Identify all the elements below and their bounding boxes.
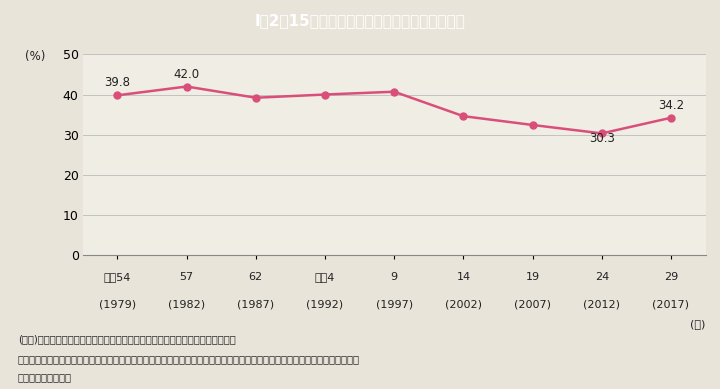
Text: (1992): (1992) — [307, 300, 343, 310]
Text: ている者。: ている者。 — [18, 372, 72, 382]
Text: (1979): (1979) — [99, 300, 136, 310]
Text: 24: 24 — [595, 272, 609, 282]
Text: 9: 9 — [391, 272, 397, 282]
Text: (2012): (2012) — [583, 300, 621, 310]
Text: (1987): (1987) — [237, 300, 274, 310]
Text: 57: 57 — [179, 272, 194, 282]
Text: 34.2: 34.2 — [658, 99, 684, 112]
Text: (1982): (1982) — [168, 300, 205, 310]
Text: 42.0: 42.0 — [174, 68, 199, 81]
Text: 30.3: 30.3 — [589, 131, 615, 145]
Text: (2017): (2017) — [652, 300, 690, 310]
Text: 39.8: 39.8 — [104, 76, 130, 89]
Text: 19: 19 — [526, 272, 540, 282]
Text: (1997): (1997) — [376, 300, 413, 310]
Text: 29: 29 — [664, 272, 678, 282]
Text: 昭和54: 昭和54 — [104, 272, 131, 282]
Text: 62: 62 — [248, 272, 263, 282]
Text: (2007): (2007) — [514, 300, 551, 310]
Text: 14: 14 — [456, 272, 470, 282]
Text: (2002): (2002) — [445, 300, 482, 310]
Text: (備考)１．总務省「就業構造基本調査」（中小企業庁特別集計結果）より作成。: (備考)１．总務省「就業構造基本調査」（中小企業庁特別集計結果）より作成。 — [18, 334, 235, 344]
Text: 平成4: 平成4 — [315, 272, 336, 282]
Text: I－2－15図　起業家に占める女性の割合の推移: I－2－15図 起業家に占める女性の割合の推移 — [255, 13, 465, 28]
Text: ２．起業家とは，過去１年間に職を変えた又は新たに職についた者のうち，現在は「自営業主（内職者を除く）」となっ: ２．起業家とは，過去１年間に職を変えた又は新たに職についた者のうち，現在は「自営… — [18, 354, 360, 364]
Text: (年): (年) — [690, 319, 706, 329]
Text: (%): (%) — [25, 50, 45, 63]
